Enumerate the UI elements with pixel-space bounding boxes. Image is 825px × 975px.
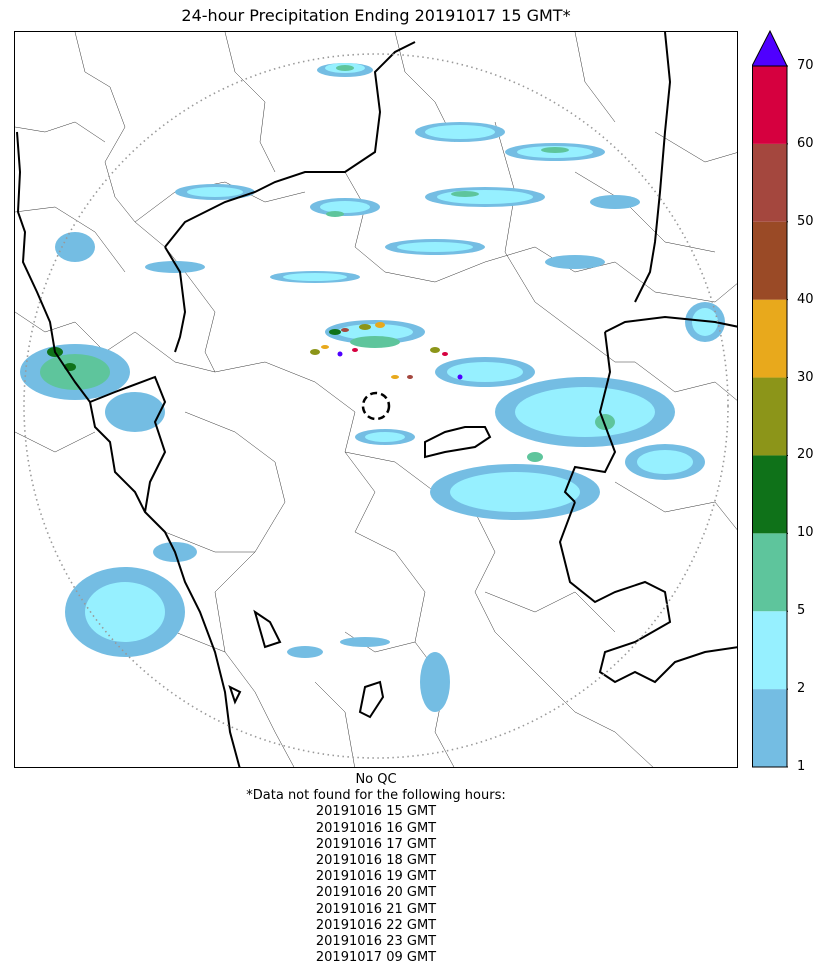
colorbar-segment xyxy=(752,143,787,222)
colorbar-tick-label: 1 xyxy=(797,759,806,774)
missing-hour-item: 20191016 20 GMT xyxy=(315,885,437,901)
colorbar-tick-label: 40 xyxy=(797,291,814,307)
missing-hour-item: 20191016 16 GMT xyxy=(315,820,437,836)
precip-layer-5-10 xyxy=(40,65,615,462)
missing-hour-item: 20191016 22 GMT xyxy=(315,917,437,933)
colorbar-tick-label: 2 xyxy=(797,681,806,697)
precip-layer-50-60 xyxy=(341,328,413,379)
colorbar-segment xyxy=(752,66,787,144)
missing-hour-item: 20191016 19 GMT xyxy=(315,869,437,885)
chart-title: 24-hour Precipitation Ending 20191017 15… xyxy=(181,6,571,25)
precip-layer-30-40 xyxy=(321,322,399,379)
radar-range-ring xyxy=(23,53,729,759)
colorbar-extend-triangle xyxy=(752,30,788,67)
missing-hour-item: 20191016 21 GMT xyxy=(315,901,437,917)
colorbar-segment xyxy=(752,455,787,534)
radar-map xyxy=(14,31,738,768)
colorbar-tick-label: 60 xyxy=(797,135,814,151)
colorbar-segment xyxy=(752,611,787,690)
precip-layer-20-30 xyxy=(310,324,440,355)
colorbar-outline xyxy=(752,65,788,768)
missing-data-heading: *Data not found for the following hours: xyxy=(246,788,506,804)
colorbar-segment xyxy=(752,221,787,300)
precip-layer-60-70 xyxy=(352,348,448,356)
colorbar xyxy=(752,30,788,768)
colorbar-segment xyxy=(752,533,787,612)
missing-hour-item: 20191016 23 GMT xyxy=(315,934,437,950)
colorbar-tick-label: 5 xyxy=(797,603,806,619)
footer-notes: No QC *Data not found for the following … xyxy=(14,772,738,966)
precip-layer-over-70 xyxy=(337,351,463,380)
missing-hour-item: 20191016 18 GMT xyxy=(315,853,437,869)
colorbar-tick-labels: 1 2 5 10 20 30 40 50 60 70 xyxy=(797,0,825,975)
colorbar-tick-label: 50 xyxy=(797,213,814,229)
missing-hour-item: 20191016 15 GMT xyxy=(315,804,437,820)
colorbar-tick-label: 10 xyxy=(797,525,814,541)
colorbar-tick-label: 20 xyxy=(797,447,814,463)
colorbar-tick-label: 70 xyxy=(797,58,814,73)
radar-site-marker xyxy=(361,391,391,421)
colorbar-segment xyxy=(752,299,787,378)
missing-hour-item: 20191017 09 GMT xyxy=(315,950,437,966)
radar-map-canvas xyxy=(15,32,737,767)
state-boundaries xyxy=(16,32,737,767)
colorbar-tick-label: 30 xyxy=(797,369,814,385)
missing-hour-item: 20191016 17 GMT xyxy=(315,836,437,852)
colorbar-segment xyxy=(752,689,787,767)
qc-note: No QC xyxy=(355,772,397,787)
colorbar-segment xyxy=(752,377,787,456)
